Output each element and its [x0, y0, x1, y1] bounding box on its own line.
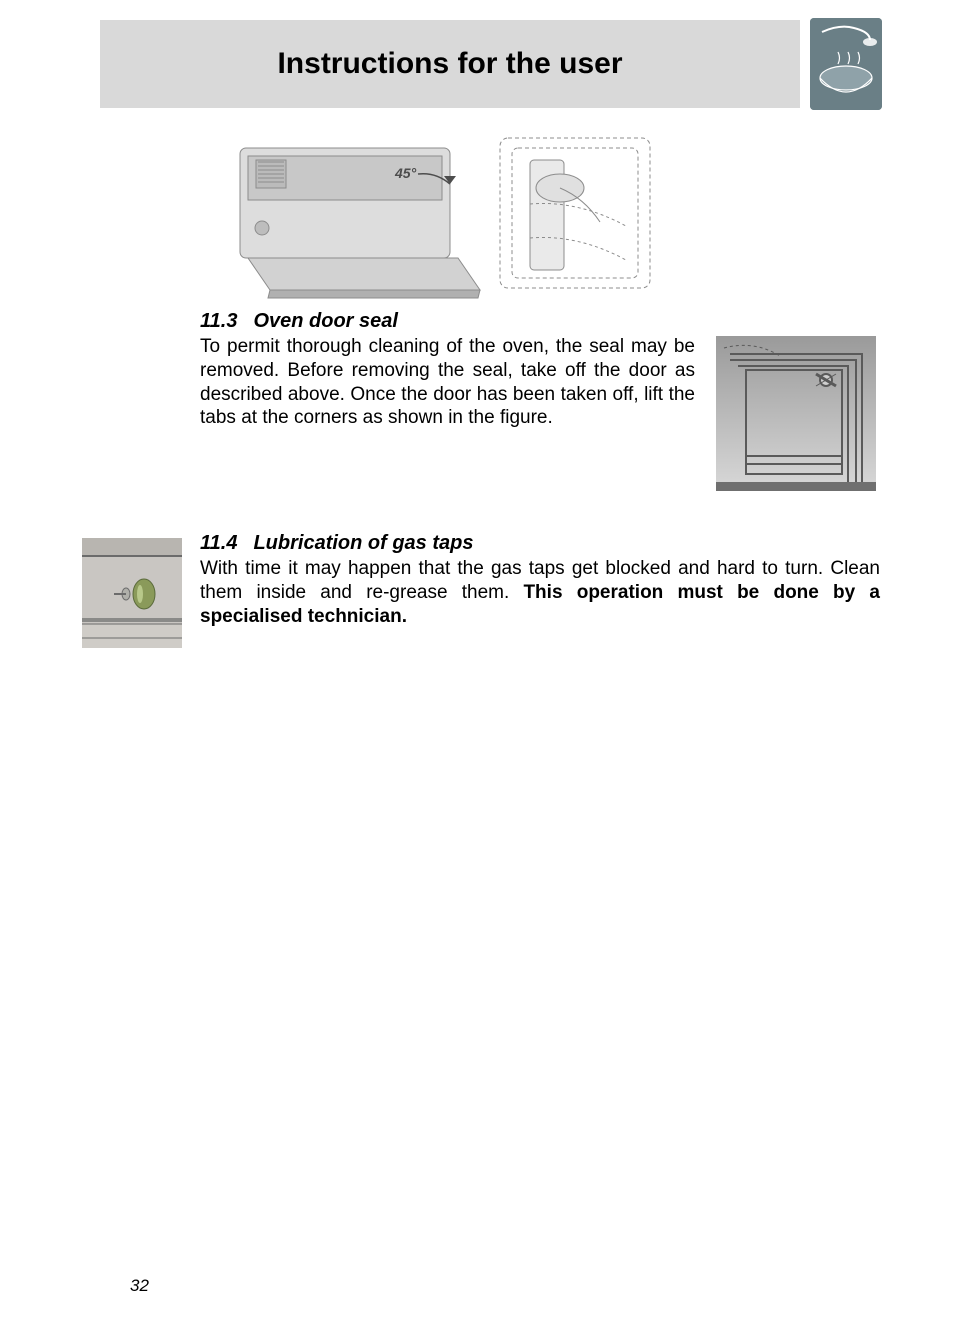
section-11-3: 11.3 Oven door seal To permit thorough c…: [200, 310, 880, 492]
section-title: Lubrication of gas taps: [253, 532, 473, 555]
oven-door-45-figure: 45°: [230, 130, 700, 300]
spoon-bowl-icon: [810, 18, 882, 110]
page: Instructions for the user: [0, 0, 954, 1336]
oven-door-seal-figure: [715, 335, 877, 492]
section-number: 11.3: [200, 310, 237, 333]
gas-tap-figure: [82, 538, 182, 648]
header-bar: Instructions for the user: [100, 20, 800, 108]
page-number: 32: [130, 1276, 149, 1296]
angle-label: 45°: [394, 165, 417, 181]
section-11-4-heading: 11.4 Lubrication of gas taps: [200, 532, 880, 555]
section-11-3-body: To permit thorough cleaning of the oven,…: [200, 335, 695, 430]
section-11-4: 11.4 Lubrication of gas taps With time i…: [82, 532, 880, 648]
section-11-4-body: With time it may happen that the gas tap…: [200, 557, 880, 628]
section-title: Oven door seal: [253, 310, 398, 333]
section-number: 11.4: [200, 532, 237, 555]
header-title: Instructions for the user: [277, 47, 622, 81]
section-11-3-heading: 11.3 Oven door seal: [200, 310, 880, 333]
